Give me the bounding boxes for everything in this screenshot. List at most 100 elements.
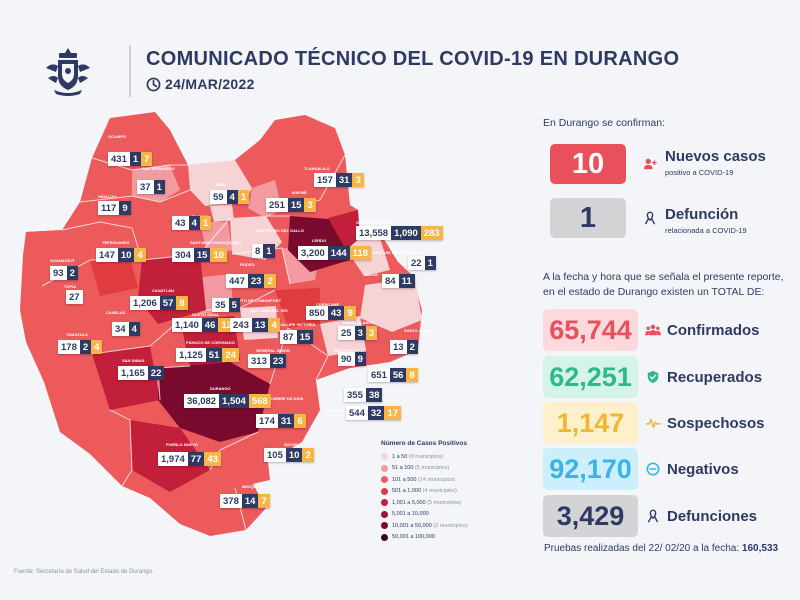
map-value-san-dimas-deaths: 22 xyxy=(147,366,165,380)
confirmed-box: 65,744 xyxy=(543,309,638,351)
map-label-rodeo: 447 23 2 xyxy=(226,274,276,288)
map-label-tepehuanes: 147 10 4 xyxy=(96,248,146,262)
map-value-mezquital-confirmed: 378 xyxy=(220,494,242,508)
map-name-gomez-palacio: GÓMEZ PALACIO xyxy=(356,220,390,225)
tests-row: Pruebas realizadas del 22/ 02/20 a la fe… xyxy=(544,543,778,554)
map-value-san-juan-del-rio-confirmed: 243 xyxy=(230,318,252,332)
map-value-gomez-palacio-suspected: 283 xyxy=(420,226,443,240)
map-value-canatlan-confirmed: 1,206 xyxy=(130,296,160,310)
legend-swatch xyxy=(381,476,388,484)
map-value-tepehuanes-suspected: 4 xyxy=(134,248,146,262)
map-name-suchil: SÚCHIL xyxy=(284,442,299,447)
new-cases-subtitle: positivo a COVID-19 xyxy=(665,168,734,177)
map-label-nuevo-ideal: 1,140 46 12 xyxy=(172,318,235,332)
legend-swatch xyxy=(381,522,388,530)
durango-coat-of-arms-logo xyxy=(40,44,96,100)
deaths-title: Defunción xyxy=(665,206,739,223)
legend-swatch xyxy=(381,533,388,541)
map-name-santa-clara: SANTA CLARA xyxy=(404,328,433,333)
map-name-canatlan: CANATLÁN xyxy=(152,288,174,293)
map-name-topia: TOPIA xyxy=(64,284,77,289)
map-name-santiago-papasquiaro: SANTIAGO PAPASQUIARO xyxy=(190,240,242,245)
map-value-panuco-de-coronado-confirmed: 1,125 xyxy=(176,348,206,362)
map-label-pueblo-nuevo: 1,974 77 43 xyxy=(158,452,221,466)
map-value-santiago-papasquiaro-confirmed: 304 xyxy=(172,248,194,262)
map-value-tlahualilo-suspected: 3 xyxy=(352,173,364,187)
deaths-subtitle: relacionada a COVID-19 xyxy=(665,226,747,235)
map-value-san-dimas-confirmed: 1,165 xyxy=(118,366,148,380)
map-value-general-simon-deaths: 23 xyxy=(269,354,287,368)
map-value-inde-deaths: 4 xyxy=(226,190,238,204)
legend-count: (5 municipios) xyxy=(414,465,450,472)
map-value-suchil-suspected: 2 xyxy=(302,448,314,462)
map-value-santiago-papasquiaro-deaths: 15 xyxy=(193,248,211,262)
map-name-rodeo: RODEO xyxy=(240,262,255,267)
map-label-santa-clara: 13 2 xyxy=(390,340,418,354)
map-name-durango: DURANGO xyxy=(210,386,231,391)
map-label-penon-blanco: 25 3 3 xyxy=(338,326,378,340)
map-value-topia-confirmed: 27 xyxy=(66,290,83,304)
map-name-tepehuanes: TEPEHUANES xyxy=(102,240,130,245)
map-name-nuevo-ideal: NUEVO IDEAL xyxy=(192,312,220,317)
map-value-el-oro-deaths: 4 xyxy=(188,216,200,230)
map-value-simon-bolivar-confirmed: 90 xyxy=(338,352,355,366)
legend-count: (9 municipios) xyxy=(408,453,444,460)
legend-swatch xyxy=(381,487,388,495)
map-value-tlahualilo-confirmed: 157 xyxy=(314,173,336,187)
shield-check-icon xyxy=(645,369,661,385)
map-value-rodeo-confirmed: 447 xyxy=(226,274,248,288)
map-label-canelas: 34 4 xyxy=(112,322,140,336)
map-name-hidalgo: HIDALGO xyxy=(98,194,117,199)
map-name-san-juan-del-rio: SAN JUAN DEL RÍO xyxy=(250,308,288,313)
map-value-cuencame-deaths: 43 xyxy=(327,306,345,320)
legend-count: (4 municipios) xyxy=(422,488,457,495)
map-name-ocampo: OCAMPO xyxy=(108,134,126,139)
map-value-gomez-farias-confirmed: 651 xyxy=(368,368,390,382)
map-value-pueblo-nuevo-confirmed: 1,974 xyxy=(158,452,188,466)
map-name-inde: INDÉ xyxy=(216,182,226,187)
map-value-mezquital-deaths: 14 xyxy=(241,494,259,508)
legend-label: 1,001 a 5,000 (5 municipios) xyxy=(392,500,461,506)
map-label-tamazula: 178 2 4 xyxy=(58,340,103,354)
deaths-box: 1 xyxy=(550,198,626,238)
tests-value: 160,533 xyxy=(741,543,779,554)
legend-swatch xyxy=(381,453,388,461)
pulse-icon xyxy=(645,415,661,431)
map-value-ocampo-suspected: 7 xyxy=(141,152,153,166)
ribbon-icon xyxy=(645,508,661,524)
map-label-lerdo: 3,200 144 118 xyxy=(298,246,371,260)
map-label-san-bernardo: 37 1 xyxy=(137,180,165,194)
map-label-hidalgo: 117 9 xyxy=(98,201,131,215)
legend-range: 5,001 a 10,000 xyxy=(392,511,429,518)
map-name-tamazula: TAMAZULA xyxy=(66,332,88,337)
map-value-nazas-deaths: 11 xyxy=(398,274,415,288)
map-name-san-bernardo: SAN BERNARDO xyxy=(142,166,175,171)
map-label-guadalupe-victoria: 87 15 xyxy=(280,330,314,344)
map-label-poanas: 355 38 xyxy=(344,388,383,402)
map-name-pueblo-nuevo: PUEBLO NUEVO xyxy=(166,442,199,447)
map-value-canelas-deaths: 4 xyxy=(128,322,140,336)
map-value-canelas-confirmed: 34 xyxy=(112,322,129,336)
map-value-rodeo-suspected: 2 xyxy=(264,274,276,288)
map-value-nombre-de-dios-deaths: 32 xyxy=(367,406,385,420)
map-value-poanas-deaths: 38 xyxy=(365,388,383,402)
map-value-hidalgo-confirmed: 117 xyxy=(98,201,120,215)
map-value-san-pedro-del-gallo-confirmed: 8 xyxy=(252,244,264,258)
deaths-total-label: Defunciones xyxy=(667,508,758,525)
legend-item: 5,001 a 10,000 xyxy=(381,509,493,521)
legend-count: (2 municipios) xyxy=(433,522,468,529)
map-value-mapimi-deaths: 15 xyxy=(287,198,305,212)
map-label-gomez-farias: 651 56 8 xyxy=(368,368,418,382)
legend-label: 101 a 500 (14 municipios) xyxy=(392,477,455,483)
confirm-intro: En Durango se confirman: xyxy=(543,117,665,129)
map-label-san-dimas: 1,165 22 xyxy=(118,366,165,380)
map-value-nuevo-ideal-deaths: 46 xyxy=(201,318,219,332)
negative-circle-icon xyxy=(645,461,661,477)
map-value-hidalgo-deaths: 9 xyxy=(119,201,131,215)
negative-label: Negativos xyxy=(667,461,739,478)
map-name-mezquital: MEZQUITAL xyxy=(242,484,266,489)
header-divider xyxy=(129,45,131,97)
recovered-box: 62,251 xyxy=(543,356,638,398)
map-label-simon-bolivar: 90 9 xyxy=(338,352,366,366)
map-label-canatlan: 1,206 57 8 xyxy=(130,296,188,310)
